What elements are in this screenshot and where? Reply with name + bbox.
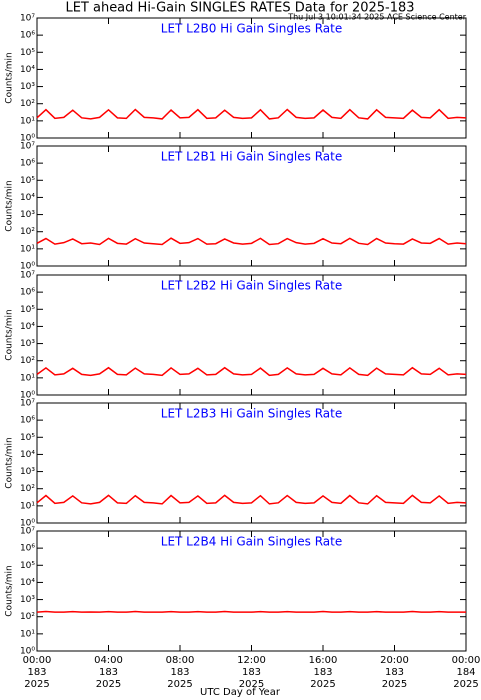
y-tick-label: 10⁰ [20, 262, 35, 272]
plot-frame [36, 402, 467, 524]
y-axis-label: Counts/min [5, 180, 15, 231]
x-axis-label: UTC Day of Year [200, 687, 281, 698]
x-tick-label: 12:00 [237, 655, 266, 666]
y-tick-label: 10⁵ [20, 48, 35, 58]
y-tick-label: 10⁴ [20, 193, 35, 203]
x-tick-day: 183 [170, 667, 189, 678]
y-tick-label: 10⁵ [20, 176, 35, 186]
data-line [36, 494, 467, 505]
x-tick-label: 00:00 [452, 655, 481, 666]
y-tick-label: 10² [20, 484, 35, 494]
y-axis-label: Counts/min [5, 565, 15, 616]
x-tick-year: 2025 [96, 679, 121, 690]
data-line [36, 237, 467, 246]
y-tick-label: 10⁵ [20, 561, 35, 571]
y-tick-label: 10⁰ [20, 391, 35, 401]
y-tick-label: 10⁴ [20, 450, 35, 460]
y-tick-label: 10¹ [20, 244, 35, 254]
y-tick-label: 10⁷ [20, 14, 35, 24]
y-tick-label: 10³ [20, 339, 35, 349]
y-tick-label: 10⁰ [20, 647, 35, 657]
x-tick-label: 00:00 [23, 655, 52, 666]
x-tick-day: 183 [313, 667, 332, 678]
y-tick-label: 10³ [20, 210, 35, 220]
y-tick-label: 10³ [20, 467, 35, 477]
data-line [36, 108, 467, 120]
y-tick-label: 10⁷ [20, 271, 35, 281]
panel-title: LET L2B4 Hi Gain Singles Rate [161, 535, 342, 549]
y-tick-label: 10² [20, 612, 35, 622]
data-line [36, 366, 467, 377]
y-tick-label: 10⁶ [20, 159, 35, 169]
x-tick-day: 183 [27, 667, 46, 678]
y-tick-label: 10⁷ [20, 527, 35, 537]
y-tick-label: 10⁴ [20, 322, 35, 332]
y-tick-label: 10⁴ [20, 578, 35, 588]
y-tick-label: 10⁷ [20, 142, 35, 152]
y-tick-label: 10¹ [20, 629, 35, 639]
y-tick-label: 10⁷ [20, 399, 35, 409]
x-tick-year: 2025 [453, 679, 478, 690]
y-tick-label: 10⁵ [20, 433, 35, 443]
data-line [36, 610, 467, 613]
plot-frame [36, 274, 467, 396]
chart-title: LET ahead Hi-Gain SINGLES RATES Data for… [65, 1, 414, 16]
y-tick-label: 10⁴ [20, 65, 35, 75]
timestamp: Thu Jul 3 10:01:34 2025 ACE Science Cent… [287, 13, 466, 22]
y-tick-label: 10¹ [20, 373, 35, 383]
y-tick-label: 10⁶ [20, 416, 35, 426]
y-tick-label: 10⁵ [20, 305, 35, 315]
panel-title: LET L2B0 Hi Gain Singles Rate [161, 22, 342, 36]
y-tick-label: 10¹ [20, 116, 35, 126]
panel-title: LET L2B3 Hi Gain Singles Rate [161, 407, 342, 421]
x-tick-day: 183 [99, 667, 118, 678]
y-tick-label: 10⁰ [20, 519, 35, 529]
y-tick-label: 10⁰ [20, 134, 35, 144]
y-axis-label: Counts/min [5, 437, 15, 488]
x-tick-label: 04:00 [94, 655, 123, 666]
x-tick-year: 2025 [310, 679, 335, 690]
panel-title: LET L2B2 Hi Gain Singles Rate [161, 279, 342, 293]
x-tick-label: 16:00 [309, 655, 338, 666]
y-tick-label: 10¹ [20, 501, 35, 511]
panel-title: LET L2B1 Hi Gain Singles Rate [161, 150, 342, 164]
x-tick-year: 2025 [239, 679, 264, 690]
y-axis-label: Counts/min [5, 52, 15, 103]
x-tick-label: 08:00 [166, 655, 195, 666]
x-tick-day: 183 [242, 667, 261, 678]
y-axis-label: Counts/min [5, 309, 15, 360]
x-tick-label: 20:00 [380, 655, 409, 666]
y-tick-label: 10⁶ [20, 31, 35, 41]
y-tick-label: 10³ [20, 595, 35, 605]
plot-frame [36, 145, 467, 267]
y-tick-label: 10² [20, 227, 35, 237]
y-tick-label: 10² [20, 99, 35, 109]
y-tick-label: 10² [20, 356, 35, 366]
x-tick-day: 183 [385, 667, 404, 678]
y-tick-label: 10³ [20, 82, 35, 92]
y-tick-label: 10⁶ [20, 288, 35, 298]
plot-frame [36, 530, 467, 652]
x-tick-year: 2025 [382, 679, 407, 690]
plot-frame [36, 17, 467, 139]
x-tick-year: 2025 [167, 679, 192, 690]
x-tick-year: 2025 [24, 679, 49, 690]
x-tick-day: 184 [456, 667, 475, 678]
y-tick-label: 10⁶ [20, 544, 35, 554]
